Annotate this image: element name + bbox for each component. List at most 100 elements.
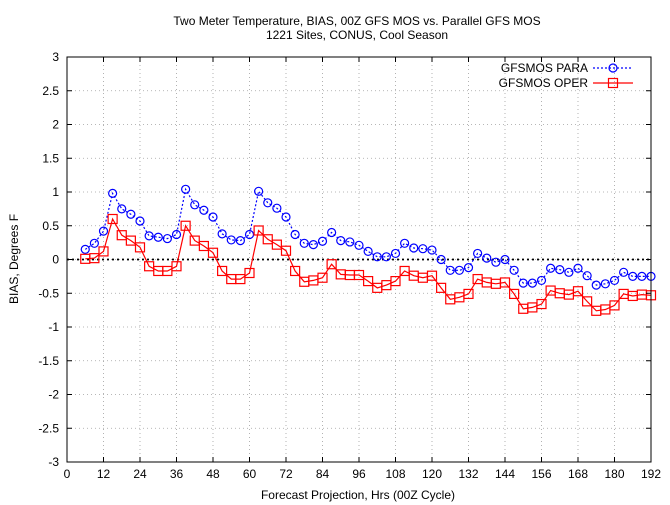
data-point-gfsmos-para [126,209,136,219]
data-point-gfsmos-oper [125,235,136,246]
legend-label-para: GFSMOS PARA [501,61,588,75]
data-point-gfsmos-para [619,267,629,277]
data-point-gfsmos-para [564,267,574,277]
data-point-gfsmos-oper [390,276,401,287]
chart-title: Two Meter Temperature, BIAS, 00Z GFS MOS… [173,14,540,28]
data-point-gfsmos-para [299,238,309,248]
x-tick-label: 60 [243,467,257,481]
data-point-gfsmos-oper [198,240,209,252]
data-point-gfsmos-para [463,263,474,273]
data-point-gfsmos-para [400,238,410,248]
data-point-gfsmos-para [190,200,200,210]
data-point-gfsmos-para [518,278,528,288]
y-tick-label: -3 [48,455,59,469]
x-tick-label: 96 [352,467,366,481]
legend: GFSMOS PARA GFSMOS OPER [499,61,633,90]
data-point-gfsmos-oper [98,246,109,257]
data-point-gfsmos-para [272,203,282,213]
data-point-gfsmos-para [546,263,556,273]
data-point-gfsmos-oper [189,235,200,246]
data-point-gfsmos-para [418,244,428,254]
data-point-gfsmos-oper [134,242,146,253]
data-point-gfsmos-oper [271,239,282,250]
data-point-gfsmos-para [381,252,391,262]
data-point-gfsmos-para [181,184,191,194]
data-point-gfsmos-para [555,265,565,275]
x-tick-label: 36 [170,467,184,481]
data-point-gfsmos-para [573,263,583,273]
data-point-gfsmos-para [263,198,273,208]
axis-ticks: 0 12 24 36 48 60 72 84 96 108 120 132 144 156 168 180 19… [38,50,661,481]
x-tick-label: 132 [458,467,478,481]
data-point-gfsmos-para [108,188,118,198]
data-point-gfsmos-para [117,204,127,214]
data-point-gfsmos-oper [180,220,191,231]
data-point-gfsmos-para [582,271,592,281]
data-point-gfsmos-para [628,271,638,281]
data-point-gfsmos-para [217,229,227,239]
data-point-gfsmos-oper [116,230,127,241]
data-point-gfsmos-oper [582,296,593,307]
data-point-gfsmos-para [80,244,90,254]
y-tick-label: 0 [52,253,59,267]
data-point-gfsmos-oper [326,259,337,270]
data-point-gfsmos-para [445,265,455,275]
data-point-gfsmos-para [317,236,328,246]
y-tick-label: 3 [52,50,59,64]
data-point-gfsmos-para [336,236,346,246]
series-line-gfsmos-oper [85,217,652,312]
y-tick-label: 2 [52,118,59,132]
data-point-gfsmos-oper [363,276,374,287]
grid [67,57,651,462]
x-tick-label: 24 [133,467,147,481]
x-tick-label: 72 [279,467,293,481]
data-point-gfsmos-para [254,186,264,196]
data-point-gfsmos-para [354,240,364,250]
y-tick-label: 1.5 [42,151,59,165]
y-tick-label: -2 [48,388,59,402]
data-point-gfsmos-para [509,265,519,275]
series-group [80,184,657,316]
data-point-gfsmos-oper [244,267,255,279]
data-point-gfsmos-oper [217,265,228,277]
data-point-gfsmos-oper [509,288,520,300]
data-point-gfsmos-oper [317,272,328,283]
y-tick-label: 2.5 [42,84,59,98]
data-point-gfsmos-para [235,236,245,246]
y-tick-label: 1 [52,185,59,199]
data-point-gfsmos-para [89,238,99,248]
y-tick-label: -1.5 [38,354,59,368]
data-point-gfsmos-para [409,243,419,253]
series-line-gfsmos-para [84,187,651,286]
data-point-gfsmos-para [473,248,483,259]
data-point-gfsmos-oper [463,288,474,300]
data-point-gfsmos-para [308,240,318,250]
data-point-gfsmos-oper [171,261,182,272]
data-point-gfsmos-para [363,246,373,256]
data-point-gfsmos-oper [572,286,584,297]
data-point-gfsmos-para [609,275,620,286]
data-point-gfsmos-oper [89,253,100,264]
chart-subtitle: 1221 Sites, CONUS, Cool Season [266,28,448,42]
y-tick-label: -1 [48,320,59,334]
y-axis-label: BIAS, Degrees F [7,214,21,304]
data-point-gfsmos-para [327,227,337,238]
x-tick-label: 144 [495,467,515,481]
data-point-gfsmos-oper [207,247,219,258]
x-tick-label: 120 [422,467,442,481]
data-point-gfsmos-oper [536,298,547,310]
data-point-gfsmos-para [491,257,501,267]
data-point-gfsmos-para [500,254,510,265]
data-point-gfsmos-para [527,278,537,288]
x-tick-label: 168 [568,467,588,481]
data-point-gfsmos-oper [280,245,292,256]
y-tick-label: 0.5 [42,219,59,233]
x-tick-label: 84 [316,467,330,481]
data-point-gfsmos-oper [499,277,511,288]
data-point-gfsmos-para [153,232,163,242]
x-axis-label: Forecast Projection, Hrs (00Z Cycle) [261,488,455,502]
data-point-gfsmos-oper [107,213,118,225]
data-point-gfsmos-para [536,275,547,286]
data-point-gfsmos-oper [262,234,273,245]
